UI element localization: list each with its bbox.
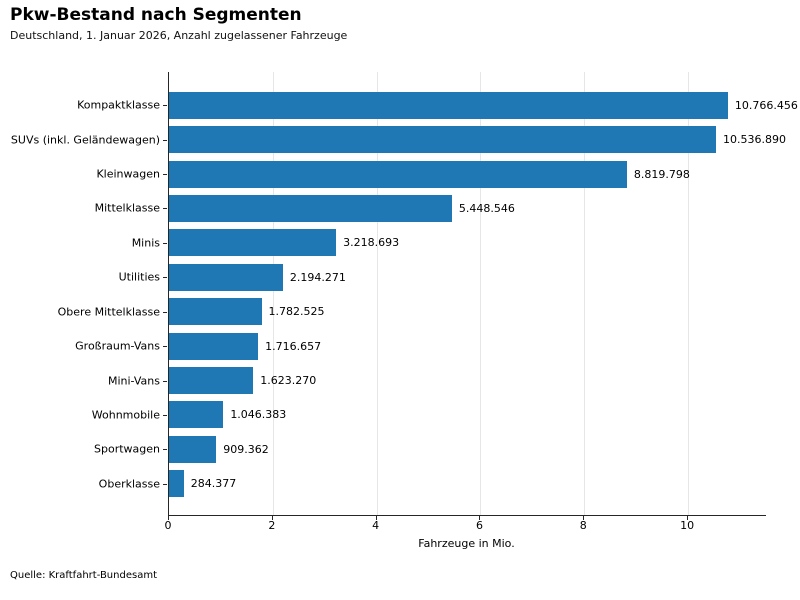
bar-value-label: 2.194.271 bbox=[289, 270, 346, 284]
y-tick-mark bbox=[163, 105, 167, 107]
gridline bbox=[480, 72, 482, 515]
gridline bbox=[272, 72, 274, 515]
y-tick-mark bbox=[163, 380, 167, 382]
bar-value-label: 1.716.657 bbox=[265, 339, 322, 353]
bar bbox=[169, 160, 627, 188]
bar-value-label: 1.782.525 bbox=[268, 305, 325, 319]
bar bbox=[169, 435, 217, 463]
category-label: Mittelklasse bbox=[94, 201, 160, 215]
bar-value-label: 284.377 bbox=[190, 477, 237, 491]
bar-value-label: 1.046.383 bbox=[230, 408, 287, 422]
bar-value-label: 909.362 bbox=[223, 442, 269, 456]
x-tick-mark bbox=[375, 516, 377, 520]
plot-area: 10.766.456 10.536.890 8.819.798 5.448.546 3.… bbox=[168, 72, 798, 516]
bar bbox=[169, 91, 728, 119]
bar bbox=[169, 401, 224, 429]
category-label: Sportwagen bbox=[94, 442, 160, 456]
bar bbox=[169, 263, 283, 291]
bar-value-label: 10.766.456 bbox=[734, 98, 798, 112]
x-axis-label: Fahrzeuge in Mio. bbox=[418, 537, 515, 550]
x-tick-label: 10 bbox=[680, 519, 695, 532]
category-label: Kompaktklasse bbox=[77, 98, 160, 112]
gridline bbox=[376, 72, 378, 515]
x-tick-mark bbox=[168, 516, 169, 520]
y-tick-mark bbox=[163, 311, 167, 313]
gridline bbox=[688, 72, 690, 515]
y-tick-mark bbox=[163, 174, 167, 176]
bar bbox=[169, 126, 716, 154]
y-tick-mark bbox=[163, 208, 167, 210]
category-label: Oberklasse bbox=[98, 477, 160, 491]
category-label: Minis bbox=[131, 236, 160, 250]
category-label: Wohnmobile bbox=[91, 408, 160, 422]
bar-value-label: 8.819.798 bbox=[633, 167, 690, 181]
bar bbox=[169, 298, 262, 326]
y-tick-mark bbox=[163, 277, 167, 279]
gridline bbox=[584, 72, 586, 515]
y-tick-mark bbox=[163, 483, 167, 485]
y-tick-mark bbox=[163, 139, 167, 141]
x-tick-mark bbox=[583, 516, 585, 520]
bar bbox=[169, 194, 452, 222]
x-tick-label: 6 bbox=[475, 519, 483, 532]
category-label: Utilities bbox=[118, 270, 160, 284]
x-tick-label: 0 bbox=[164, 519, 172, 532]
bar-value-label: 5.448.546 bbox=[458, 201, 515, 215]
bar bbox=[169, 229, 337, 257]
bar bbox=[169, 332, 259, 360]
chart-subtitle: Deutschland, 1. Januar 2026, Anzahl zuge… bbox=[10, 29, 348, 42]
y-axis-category-labels: Kompaktklasse SUVs (inkl. Geländewagen) Kl… bbox=[0, 72, 160, 515]
category-label: Obere Mittelklasse bbox=[57, 305, 160, 319]
y-tick-mark bbox=[163, 449, 167, 451]
bar bbox=[169, 470, 184, 498]
y-tick-mark bbox=[163, 346, 167, 348]
category-label: SUVs (inkl. Geländewagen) bbox=[10, 133, 160, 147]
bar-value-label: 10.536.890 bbox=[723, 133, 786, 147]
category-label: Großraum-Vans bbox=[75, 339, 160, 353]
bar bbox=[169, 367, 254, 395]
x-tick-label: 8 bbox=[579, 519, 587, 532]
bar-value-label: 3.218.693 bbox=[343, 236, 400, 250]
chart-title: Pkw-Bestand nach Segmenten bbox=[10, 5, 302, 25]
x-tick-mark bbox=[271, 516, 273, 520]
x-tick-label: 2 bbox=[268, 519, 276, 532]
bar-value-label: 1.623.270 bbox=[260, 374, 317, 388]
category-label: Mini-Vans bbox=[107, 374, 160, 388]
source-note: Quelle: Kraftfahrt-Bundesamt bbox=[10, 570, 157, 581]
x-tick-label: 4 bbox=[372, 519, 380, 532]
x-tick-mark bbox=[687, 516, 689, 520]
y-tick-mark bbox=[163, 414, 167, 416]
y-tick-mark bbox=[163, 242, 167, 244]
category-label: Kleinwagen bbox=[96, 167, 160, 181]
x-tick-mark bbox=[479, 516, 481, 520]
